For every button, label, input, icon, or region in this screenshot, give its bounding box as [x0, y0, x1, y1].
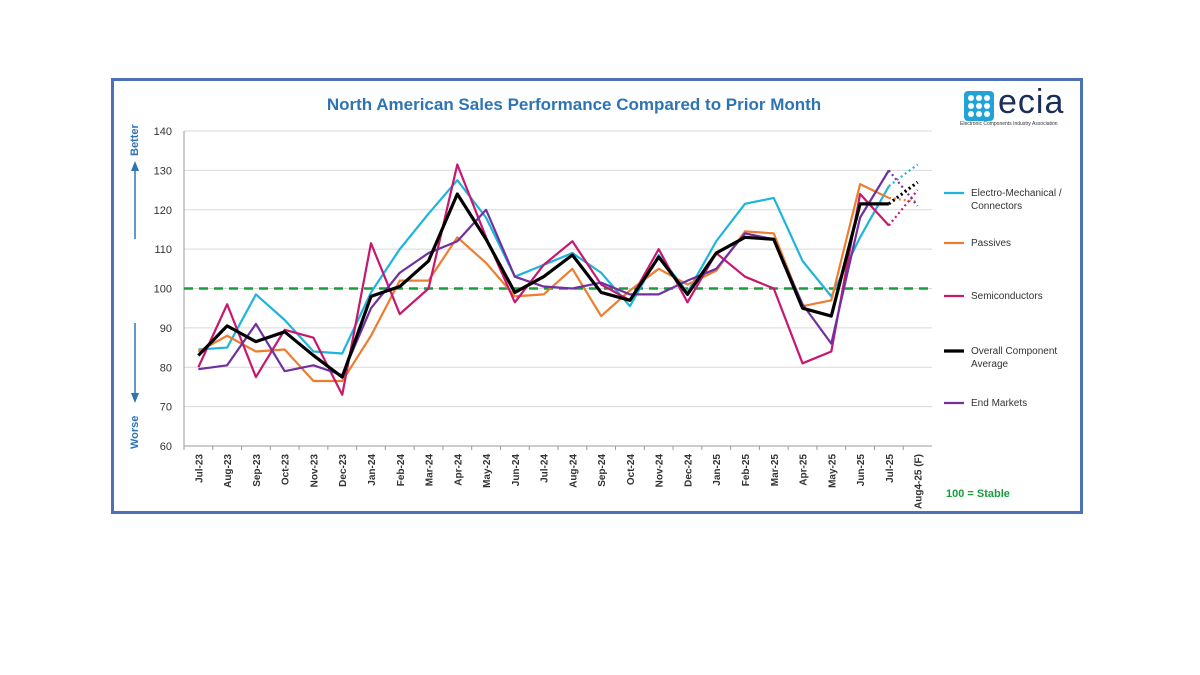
x-tick-label: Sep-23: [252, 454, 263, 487]
x-tick-label: Oct-23: [281, 454, 292, 486]
y-tick-label: 80: [160, 362, 172, 374]
chart-frame: North American Sales Performance Compare…: [111, 78, 1083, 514]
y-tick-label: 120: [154, 205, 172, 217]
x-tick-label: Jun-25: [856, 454, 867, 487]
y-tick-label: 60: [160, 441, 172, 453]
worse-label: Worse: [129, 416, 141, 449]
x-tick-label: Apr-24: [453, 454, 464, 486]
x-tick-label: Aug-23: [223, 454, 234, 488]
x-tick-label: Jan-24: [367, 454, 378, 486]
x-tick-label: Jul-25: [885, 454, 896, 483]
legend-label-4: End Markets: [971, 398, 1027, 409]
legend-label-0: Electro-Mechanical / Connectors: [971, 188, 1062, 212]
x-tick-label: May-24: [482, 454, 493, 488]
x-tick-label: Aug4-25 (F): [914, 454, 925, 509]
series-line-1: [197, 183, 890, 383]
legend: Electro-Mechanical / Connectors Passives Se…: [944, 188, 1062, 409]
worse-indicator: Worse: [129, 323, 141, 449]
x-tick-label: Aug-24: [568, 454, 579, 488]
ecia-logo-word: ecia: [998, 83, 1065, 121]
x-tick-label: Nov-23: [309, 454, 320, 488]
y-tick-label: 90: [160, 323, 172, 335]
x-tick-label: Apr-25: [799, 454, 810, 486]
x-tick-label: Nov-24: [655, 454, 666, 488]
x-tick-label: Feb-24: [396, 454, 407, 487]
series-line-2: [197, 163, 890, 396]
x-tick-label: Mar-24: [425, 454, 436, 487]
legend-label-1: Passives: [971, 238, 1011, 249]
ecia-logo-tagline: Electronic Components Industry Associati…: [960, 121, 1058, 127]
line-chart: 60 70 80 90 100 110 120 130 140 Jul-23 Aug-23 Sep-…: [129, 123, 1062, 509]
x-tick-label: Dec-23: [338, 454, 349, 487]
y-tick-label: 100: [154, 284, 172, 296]
x-tick-label: Jul-24: [540, 454, 551, 483]
stable-note: 100 = Stable: [946, 488, 1010, 500]
series-lines: [197, 163, 919, 396]
x-tick-label: Mar-25: [770, 454, 781, 487]
series-forecast-3: [887, 180, 919, 206]
x-tick-label: Dec-24: [683, 454, 694, 487]
better-label: Better: [129, 123, 141, 156]
y-tick-label: 130: [154, 165, 172, 177]
x-tick-label: May-25: [827, 454, 838, 488]
x-tick-label: Jun-24: [511, 454, 522, 487]
series-forecast-2: [887, 189, 919, 227]
series-line-3: [197, 192, 889, 379]
x-tick-label: Jul-23: [194, 454, 205, 483]
y-tick-label: 140: [154, 126, 172, 138]
ecia-logo: ecia Electronic Components Industry Asso…: [956, 83, 1080, 131]
x-tick-label: Feb-25: [741, 454, 752, 487]
y-tick-label: 110: [154, 244, 172, 256]
x-tick-label: Jan-25: [712, 454, 723, 486]
series-forecast-0: [888, 163, 919, 188]
ecia-logo-icon: [964, 91, 994, 121]
legend-label-2: Semiconductors: [971, 291, 1043, 302]
x-axis: Jul-23 Aug-23 Sep-23 Oct-23 Nov-23 Dec-23 Jan-…: [183, 446, 925, 509]
better-indicator: Better: [129, 123, 141, 239]
legend-label-3: Overall Component Average: [971, 346, 1057, 370]
x-tick-label: Oct-24: [626, 454, 637, 486]
x-tick-label: Sep-24: [597, 454, 608, 487]
chart-title: North American Sales Performance Compare…: [326, 95, 822, 114]
y-tick-label: 70: [160, 402, 172, 414]
